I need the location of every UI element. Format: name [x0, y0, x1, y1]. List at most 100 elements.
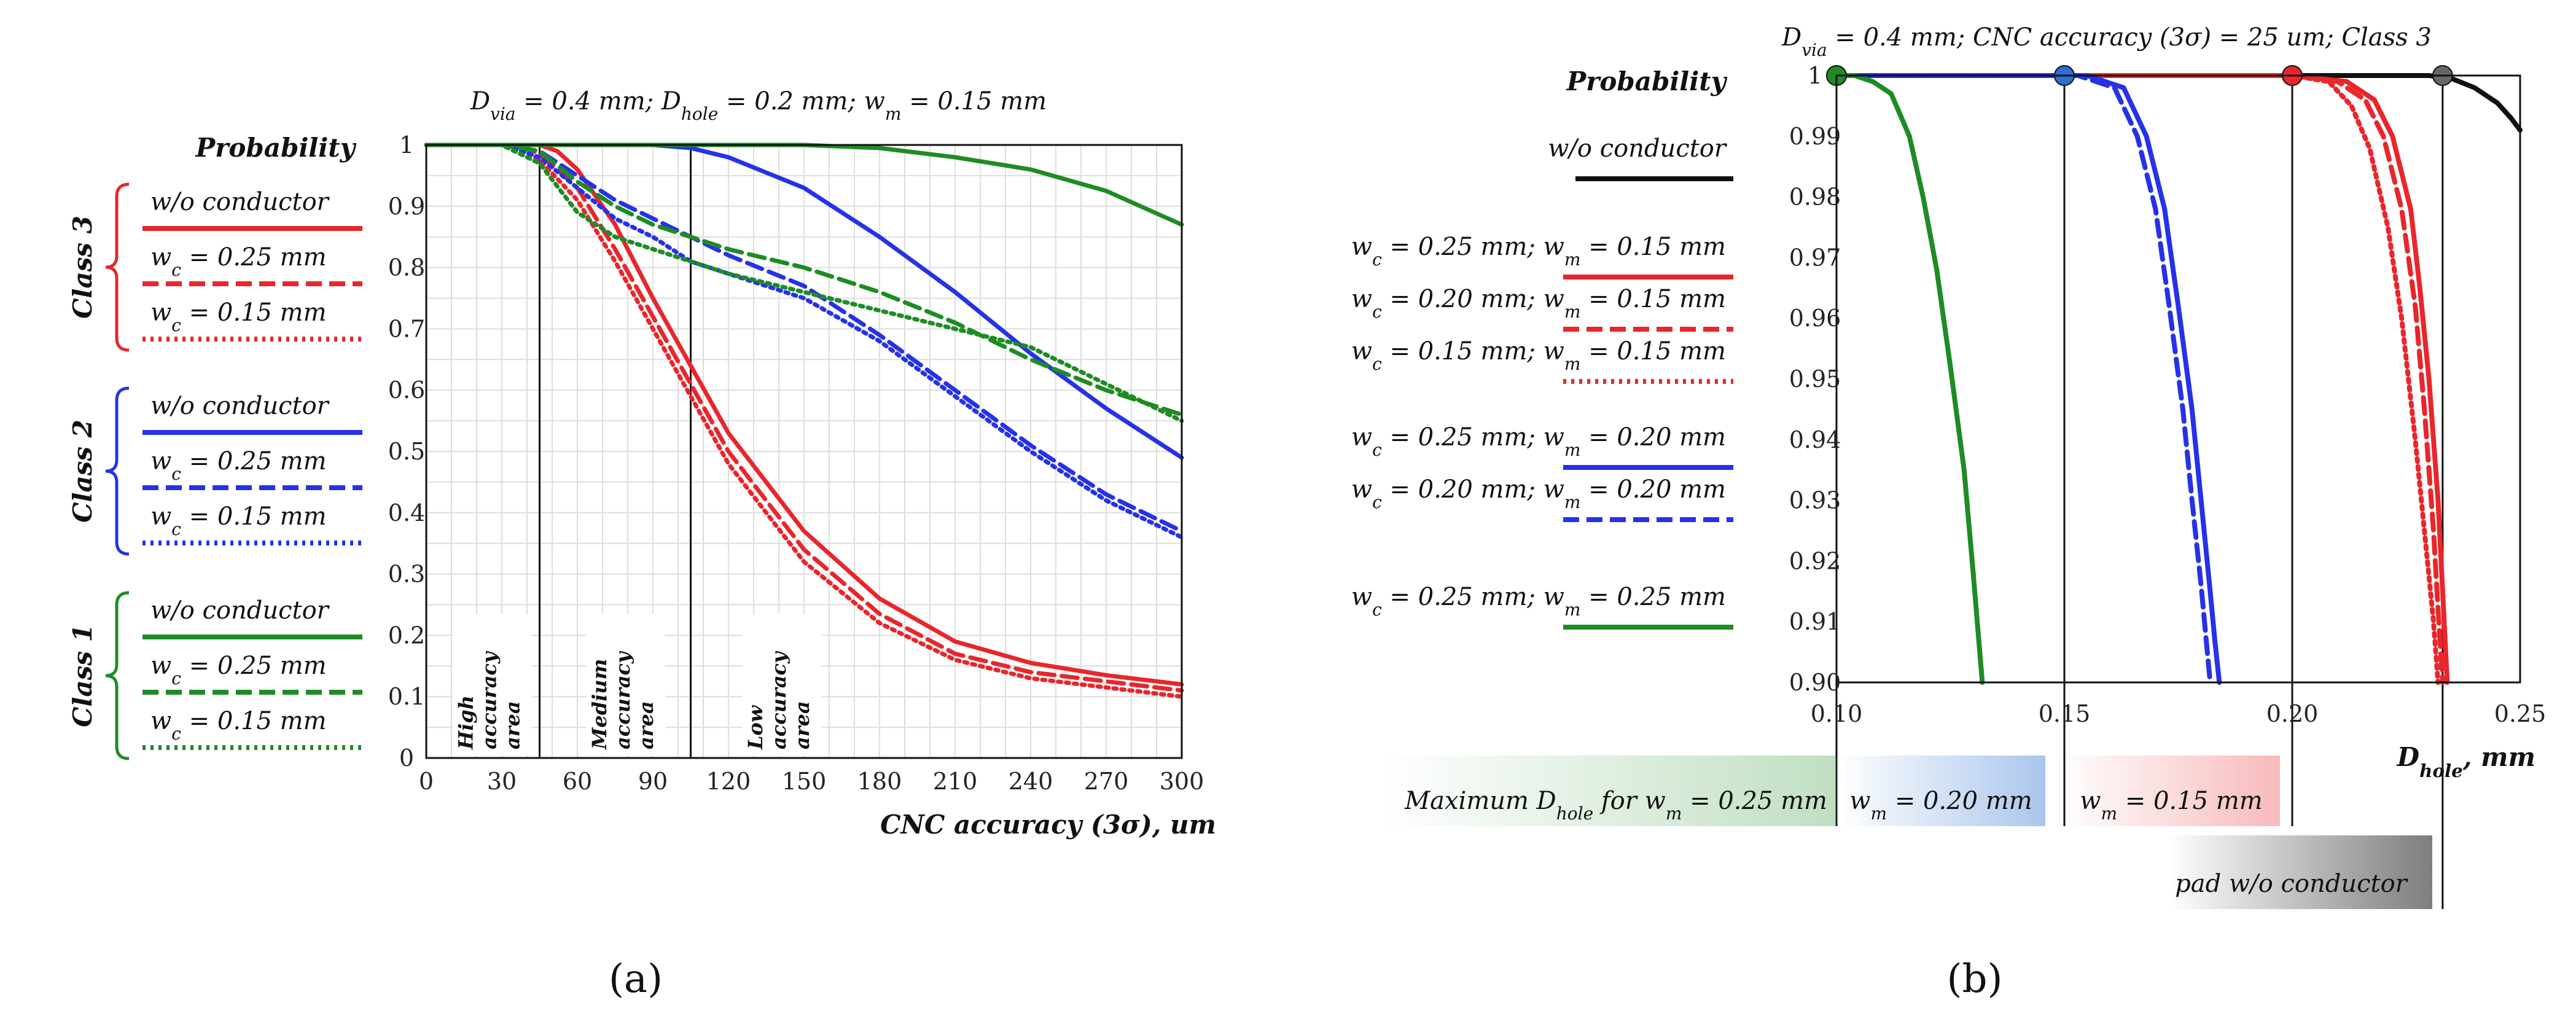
legend-entry-label: wc = 0.25 mm [150, 243, 327, 280]
panel-a-y-tick-labels: 0 0.1 0.2 0.3 0.4 0.5 0.6 0.7 0.8 0.9 1 [388, 131, 425, 771]
region-label-word: High [455, 695, 478, 750]
panel-b-bottom-bands: Maximum Dhole for wm = 0.25 mm wm = 0.20 … [1382, 756, 2432, 909]
y-tick-label: 0.94 [1789, 426, 1841, 453]
legend-entry-label: w/o conductor [150, 188, 330, 216]
legend-class-name: Class 3 [68, 216, 98, 319]
panel-b-series [1834, 73, 2523, 685]
x-tick-label: 300 [1160, 768, 1204, 795]
bottom-band-pad-w-o-conductor: pad w/o conductor [2168, 835, 2432, 909]
bottom-band-fill [2168, 835, 2432, 909]
series-line-w-c-0-25-mm-w-m-0-25-mm [1834, 73, 1985, 685]
x-tick-label: 0.10 [1811, 700, 1863, 727]
legend-entry-label: w/o conductor [150, 596, 330, 625]
legend-entry-label: wc = 0.20 mm; wm = 0.15 mm [1351, 285, 1726, 322]
y-tick-label: 0.2 [388, 622, 425, 649]
panel-a-title: Dvia = 0.4 mm; Dhole = 0.2 mm; wm = 0.15… [470, 87, 1047, 124]
series-line-class-1-w-c-0-15-mm [424, 143, 1184, 423]
x-tick-label: 30 [487, 768, 517, 795]
bottom-band-fill [1382, 756, 1836, 826]
x-tick-label: 270 [1084, 768, 1129, 795]
legend-entry-w-c-0-20-mm-w-m-0-20-mm: wc = 0.20 mm; wm = 0.20 mm [1351, 475, 1733, 522]
region-label-word: area [634, 701, 658, 749]
y-tick-label: 0.4 [388, 499, 425, 526]
y-tick-label: 0.90 [1789, 669, 1841, 696]
bottom-band-label: wm = 0.15 mm [2080, 787, 2262, 824]
panel-a-label: (a) [609, 956, 663, 1002]
region-label-backdrop [743, 614, 821, 756]
region-label-word: area [790, 701, 814, 749]
x-tick-label: 0.25 [2494, 700, 2547, 727]
series-line-w-c-0-20-mm-w-m-0-15-mm [1834, 73, 2445, 685]
series-line-w-c-0-20-mm-w-m-0-20-mm [1834, 73, 2213, 685]
legend-entry-label: wc = 0.25 mm [150, 447, 327, 484]
x-tick-label: 60 [563, 768, 592, 795]
bottom-band-fill [1836, 756, 2045, 826]
region-label-medium-accuracy-area: Medium accuracy area [586, 614, 665, 756]
region-label-word: accuracy [611, 650, 634, 749]
legend-entry-label: wc = 0.25 mm; wm = 0.20 mm [1351, 423, 1726, 460]
series-line-w-c-0-25-mm-w-m-0-20-mm [1834, 73, 2222, 685]
legend-entry-label: wc = 0.15 mm [150, 299, 327, 335]
panel-a-x-tick-labels: 0 30 60 90 120 150 180 210 240 270 300 [419, 768, 1204, 795]
legend-entry-w-o-conductor: w/o conductor [1548, 135, 1733, 181]
y-tick-label: 0.7 [388, 315, 425, 342]
panel-a-y-axis-label: Probability [195, 133, 357, 163]
x-tick-label: 150 [782, 768, 827, 795]
legend-entry-label: wc = 0.25 mm; wm = 0.25 mm [1351, 583, 1726, 620]
legend-entry-w-c-0-25-mm-w-m-0-25-mm: wc = 0.25 mm; wm = 0.25 mm [1351, 583, 1733, 630]
legend-entry-w-c-0-25-mm-w-m-0-15-mm: wc = 0.25 mm; wm = 0.15 mm [1351, 233, 1733, 279]
x-tick-label: 0.20 [2266, 700, 2319, 727]
legend-entry-w-c-0-15-mm-w-m-0-15-mm: wc = 0.15 mm; wm = 0.15 mm [1351, 337, 1733, 384]
legend-entry-label: wc = 0.25 mm [150, 652, 327, 689]
panel-a-x-axis-label: CNC accuracy (3σ), um [880, 810, 1216, 840]
series-line-w-c-0-25-mm-w-m-0-15-mm [1834, 73, 2450, 685]
legend-entry-w-c-0-25-mm-w-m-0-20-mm: wc = 0.25 mm; wm = 0.20 mm [1351, 423, 1733, 470]
bottom-band-label: wm = 0.20 mm [1849, 787, 2032, 824]
y-tick-label: 0.96 [1789, 305, 1841, 332]
legend-entry-w-c-0-20-mm-w-m-0-15-mm: wc = 0.20 mm; wm = 0.15 mm [1351, 285, 1733, 332]
y-tick-label: 0.98 [1789, 184, 1841, 211]
region-label-word: Low [744, 705, 767, 750]
panel-b-x-axis-label: Dhole, mm [2397, 742, 2535, 781]
bottom-band-maximum-d-hole-for-w-m-0-25-mm: Maximum Dhole for wm = 0.25 mm [1382, 756, 1836, 826]
region-label-backdrop [453, 614, 532, 756]
y-tick-label: 0.91 [1789, 608, 1841, 635]
y-tick-label: 0.1 [388, 683, 425, 710]
y-tick-label: 0.5 [388, 438, 425, 465]
x-tick-label: 0 [419, 768, 434, 795]
x-tick-label: 0.15 [2039, 700, 2091, 727]
bottom-band-label: pad w/o conductor [2175, 870, 2408, 898]
bottom-band-w-m-0-15-mm: wm = 0.15 mm [2058, 756, 2280, 826]
panel-b-plot-frame [1835, 74, 2521, 684]
legend-entry-label: wc = 0.25 mm; wm = 0.15 mm [1351, 233, 1726, 270]
y-tick-label: 0.99 [1789, 123, 1841, 150]
panel-b-x-tick-labels: 0.10 0.15 0.20 0.25 [1811, 700, 2547, 727]
legend-entry-label: wc = 0.15 mm [150, 707, 327, 744]
x-tick-label: 210 [933, 768, 978, 795]
panel-b-chart: Dvia = 0.4 mm; CNC accuracy (3σ) = 25 um… [1351, 23, 2546, 909]
legend-entry-label: wc = 0.20 mm; wm = 0.20 mm [1351, 475, 1726, 512]
y-tick-label: 0.8 [388, 254, 425, 281]
y-tick-label: 0.3 [388, 561, 425, 588]
y-tick-label: 0.6 [388, 377, 425, 404]
panel-b-legend: w/o conductor wc = 0.25 mm; wm = 0.15 mm w… [1351, 135, 1733, 630]
panel-a-region-labels: High accuracy area Medium accuracy area Low acc… [453, 614, 821, 756]
y-tick-label: 0 [399, 744, 414, 771]
legend-group-class-3: Class 3 w/o conductor wc = 0.25 mm wc = 0.1… [68, 182, 362, 352]
region-label-word: accuracy [478, 650, 501, 749]
region-label-word: accuracy [767, 650, 790, 749]
bottom-band-w-m-0-20-mm: wm = 0.20 mm [1836, 756, 2045, 826]
region-label-word: Medium [588, 659, 611, 750]
panel-b-label: (b) [1947, 956, 2003, 1002]
x-tick-label: 90 [638, 768, 668, 795]
y-tick-label: 0.93 [1789, 487, 1841, 514]
y-tick-label: 0.97 [1789, 244, 1841, 271]
x-tick-label: 120 [706, 768, 751, 795]
legend-entry-label: wc = 0.15 mm; wm = 0.15 mm [1351, 337, 1726, 374]
series-line-w-c-0-15-mm-w-m-0-15-mm [1834, 73, 2441, 685]
legend-group-class-2: Class 2 w/o conductor wc = 0.25 mm wc = 0.1… [68, 386, 362, 556]
panel-a-legend: Class 3 w/o conductor wc = 0.25 mm wc = 0.1… [68, 182, 362, 760]
series-line-class-1-w-c-0-25-mm [424, 143, 1184, 417]
series-line-w-o-conductor [1834, 73, 2523, 133]
